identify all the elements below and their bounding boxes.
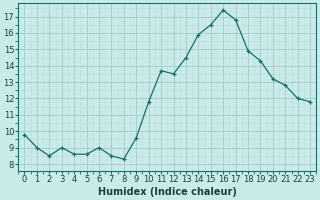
X-axis label: Humidex (Indice chaleur): Humidex (Indice chaleur) [98,187,237,197]
